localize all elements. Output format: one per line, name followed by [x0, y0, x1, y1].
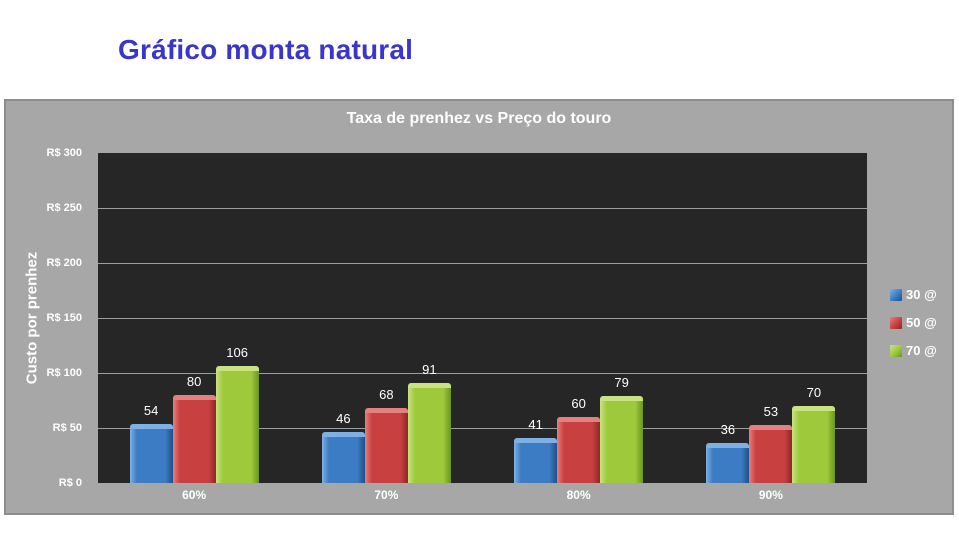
x-tick-label-70%: 70%	[374, 488, 399, 502]
x-tick-label-90%: 90%	[758, 488, 783, 502]
data-label-70@-70%: 91	[422, 361, 437, 377]
x-axis-labels: 60% 70% 80% 90%	[98, 488, 867, 506]
bar-50@-90%	[749, 424, 793, 483]
y-tick-label-100: R$ 100	[46, 367, 82, 379]
legend-label: 50 @	[906, 315, 937, 330]
legend: 30 @ 50 @ 70 @	[890, 287, 937, 371]
bar-group-70%: 46 68 91	[321, 153, 451, 483]
bar-50@-70%	[364, 408, 408, 483]
bar-30@-60%	[129, 423, 173, 483]
data-label-30@-90%: 36	[720, 422, 736, 438]
legend-label: 70 @	[906, 343, 937, 358]
bar-50@-80%	[557, 417, 601, 483]
plot-area: 54 80 106 46 68 91 41 60 79 36 53 70	[98, 153, 867, 483]
y-tick-label-200: R$ 200	[46, 257, 82, 269]
bar-30@-70%	[321, 432, 365, 483]
legend-marker-icon	[890, 344, 902, 357]
data-label-50@-80%: 60	[571, 396, 586, 411]
chart-panel: Taxa de prenhez vs Preço do touro Custo …	[4, 99, 954, 515]
legend-entry-70@: 70 @	[890, 343, 937, 358]
bar-30@-80%	[514, 437, 558, 483]
gridline-200	[98, 263, 867, 264]
data-label-50@-60%: 80	[186, 374, 202, 389]
data-label-70@-90%: 70	[806, 385, 822, 400]
y-tick-label-250: R$ 250	[46, 202, 82, 214]
bar-group-90%: 36 53 70	[706, 153, 836, 483]
data-label-70@-60%: 106	[226, 345, 248, 361]
bar-50@-60%	[172, 395, 216, 483]
y-tick-label-50: R$ 50	[52, 422, 82, 434]
y-tick-label-150: R$ 150	[46, 312, 82, 324]
data-label-30@-80%: 41	[528, 416, 543, 432]
gridline-100	[98, 373, 867, 374]
x-tick-label-80%: 80%	[566, 488, 591, 502]
data-label-70@-80%: 79	[614, 375, 629, 391]
x-tick-label-60%: 60%	[182, 488, 207, 502]
bar-group-60%: 54 80 106	[129, 153, 259, 483]
legend-marker-icon	[890, 316, 902, 329]
y-tick-label-0: R$ 0	[58, 477, 82, 489]
bar-70@-90%	[792, 406, 836, 483]
bar-group-80%: 41 60 79	[514, 153, 644, 483]
data-label-30@-60%: 54	[143, 402, 159, 418]
legend-marker-icon	[890, 288, 902, 301]
y-tick-label-300: R$ 300	[46, 147, 82, 159]
data-label-50@-70%: 68	[379, 387, 394, 403]
legend-label: 30 @	[906, 287, 937, 302]
bar-70@-70%	[407, 382, 451, 483]
data-label-30@-70%: 46	[336, 411, 351, 427]
bar-30@-90%	[706, 443, 750, 483]
gridline-50	[98, 428, 867, 429]
gridline-150	[98, 318, 867, 319]
gridline-250	[98, 208, 867, 209]
legend-entry-30@: 30 @	[890, 287, 937, 302]
bar-70@-80%	[600, 396, 644, 483]
bar-70@-60%	[215, 366, 259, 483]
data-label-50@-90%: 53	[763, 403, 779, 419]
y-axis-labels: R$ 0 R$ 50 R$ 100 R$ 150 R$ 200 R$ 250 R$ 300	[6, 147, 90, 489]
legend-entry-50@: 50 @	[890, 315, 937, 330]
chart-title: Taxa de prenhez vs Preço do touro	[346, 110, 612, 127]
page-title: Gráfico monta natural	[118, 34, 414, 65]
